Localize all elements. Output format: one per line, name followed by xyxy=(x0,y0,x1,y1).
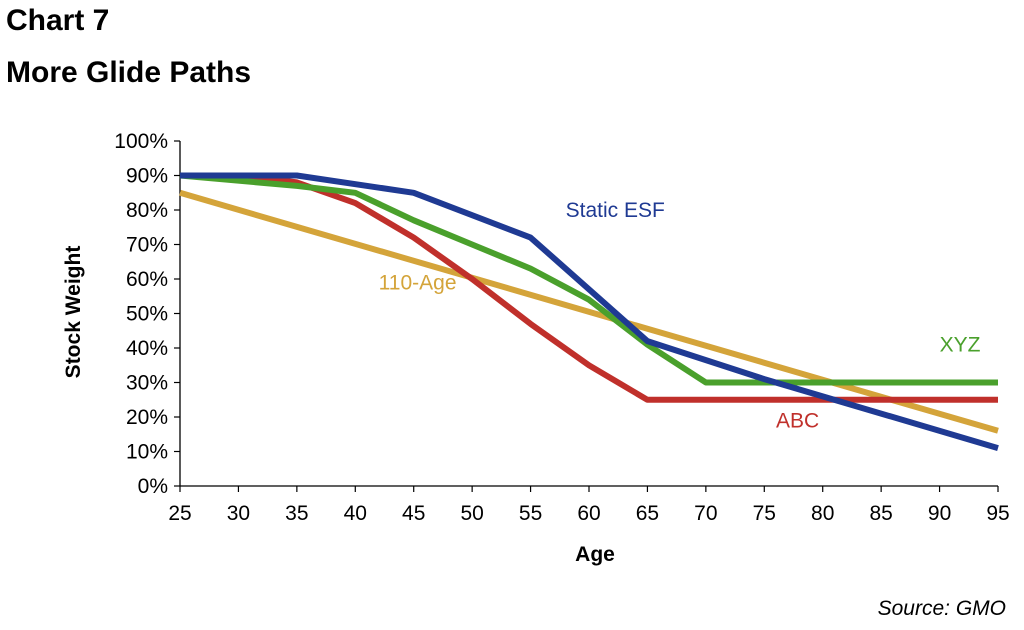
y-tick-label: 40% xyxy=(126,337,168,360)
y-tick-label: 0% xyxy=(138,475,168,498)
x-tick-label: 65 xyxy=(636,502,659,525)
series-label-static-esf: Static ESF xyxy=(566,199,665,222)
y-tick-label: 100% xyxy=(114,130,168,153)
x-tick-label: 25 xyxy=(168,502,191,525)
x-tick-label: 45 xyxy=(402,502,425,525)
series-line-xyz xyxy=(179,172,998,386)
x-tick-label: 35 xyxy=(285,502,308,525)
series-labels-layer: Static ESF XYZ ABC 110-Age xyxy=(379,199,981,432)
x-tick-label: 60 xyxy=(577,502,600,525)
chart-subtitle: More Glide Paths xyxy=(6,56,252,89)
y-tick-label: 20% xyxy=(126,406,168,429)
x-tick-label: 75 xyxy=(753,502,776,525)
x-axis-label: Age xyxy=(575,543,615,566)
y-axis-label: Stock Weight xyxy=(62,246,85,379)
source-note: Source: GMO xyxy=(877,597,1006,620)
x-tick-label: 95 xyxy=(986,502,1009,525)
x-tick-label: 80 xyxy=(811,502,834,525)
x-tick-label: 30 xyxy=(227,502,250,525)
y-tick-label: 10% xyxy=(126,441,168,464)
series-layer xyxy=(179,172,999,451)
y-tick-label: 80% xyxy=(126,199,168,222)
series-label-abc: ABC xyxy=(776,409,819,432)
chart-axes: 0% 10% 20% 30% 40% 50% 60% 70% 80% 90% 100% 25 30 35 4… xyxy=(114,130,1009,525)
y-tick-label: 30% xyxy=(126,372,168,395)
chart-title: Chart 7 xyxy=(6,4,110,37)
series-label-110-age: 110-Age xyxy=(379,271,457,294)
y-tick-label: 60% xyxy=(126,268,168,291)
x-tick-label: 90 xyxy=(928,502,951,525)
x-tick-label: 85 xyxy=(869,502,892,525)
y-tick-label: 70% xyxy=(126,234,168,257)
series-line-110-age xyxy=(179,189,999,434)
x-tick-label: 55 xyxy=(519,502,542,525)
series-line-static-esf xyxy=(180,172,999,451)
x-tick-label: 40 xyxy=(344,502,367,525)
series-label-xyz: XYZ xyxy=(940,333,981,356)
x-tick-label: 70 xyxy=(694,502,717,525)
x-tick-label: 50 xyxy=(460,502,483,525)
y-tick-label: 90% xyxy=(126,165,168,188)
y-tick-label: 50% xyxy=(126,303,168,326)
